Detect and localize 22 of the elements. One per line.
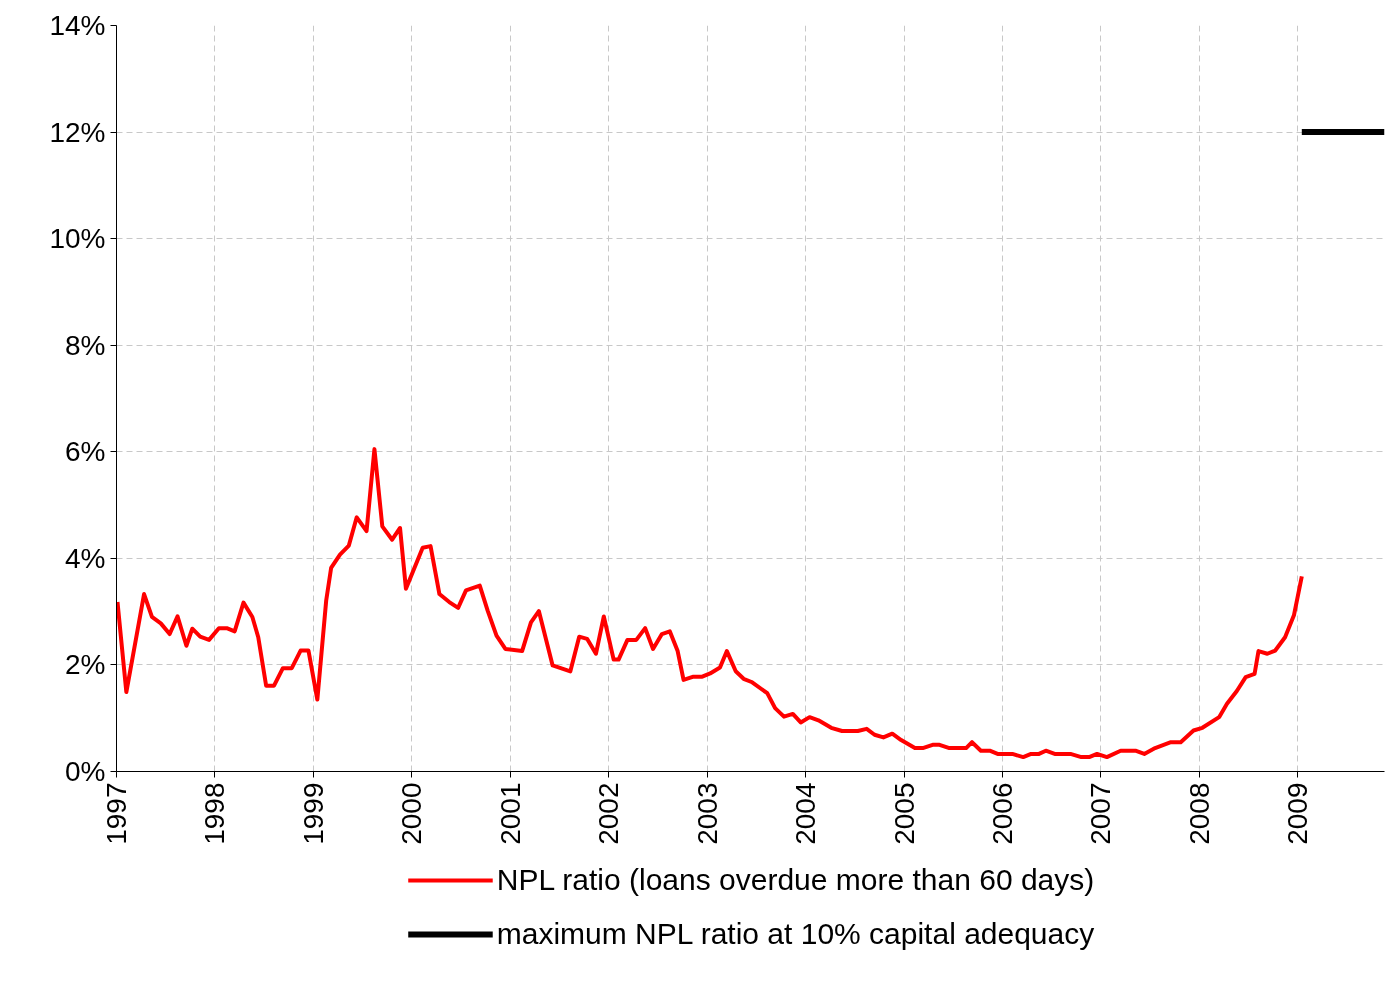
x-tick-label: 2007 [1085,782,1117,845]
x-tick-label: 2004 [790,782,822,845]
y-tick-label: 4% [65,542,106,574]
y-tick-label: 12% [49,116,106,148]
x-tick-label: 2005 [888,782,920,845]
y-tick-label: 2% [65,649,106,681]
legend-label: NPL ratio (loans overdue more than 60 days) [496,863,1095,897]
x-tick-label: 2009 [1282,782,1314,845]
y-tick-label: 8% [65,329,106,361]
x-tick-label: 2006 [987,782,1019,845]
x-tick-label: 2002 [593,782,625,845]
x-tick-label: 2000 [396,782,428,845]
x-tick-label: 1998 [199,782,231,845]
legend-label: maximum NPL ratio at 10% capital adequacy [496,917,1095,951]
y-tick-label: 10% [49,223,106,255]
x-tick-label: 1999 [297,782,329,845]
y-tick-label: 14% [49,10,106,41]
line-series [116,447,1304,760]
y-tick-label: 6% [65,436,106,468]
x-tick-label: 2003 [691,782,723,845]
x-tick-label: 2001 [494,782,526,845]
x-tick-label: 2008 [1183,782,1215,845]
